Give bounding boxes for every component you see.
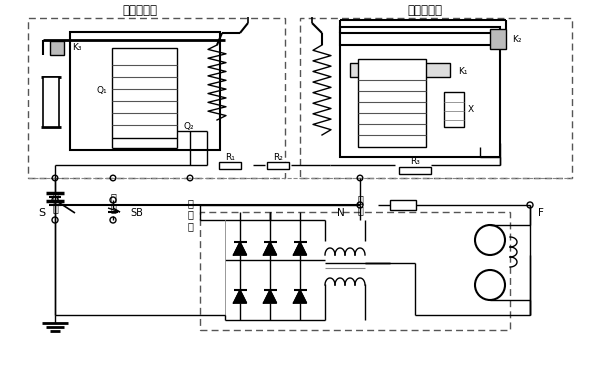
- Text: 電壓調節器: 電壓調節器: [407, 3, 443, 16]
- Bar: [358, 59, 426, 147]
- Text: S: S: [38, 208, 45, 218]
- Bar: [390, 200, 416, 210]
- Text: 磁
場: 磁 場: [357, 194, 363, 216]
- Text: N: N: [337, 208, 345, 218]
- Bar: [340, 33, 500, 45]
- Bar: [350, 63, 450, 77]
- Bar: [50, 41, 64, 55]
- Text: 電
池: 電 池: [52, 192, 58, 214]
- Bar: [70, 32, 220, 150]
- Bar: [300, 18, 572, 178]
- Text: Q₁: Q₁: [97, 86, 107, 94]
- Bar: [112, 48, 177, 138]
- Bar: [490, 29, 506, 49]
- Polygon shape: [293, 290, 307, 303]
- Polygon shape: [233, 290, 247, 303]
- Bar: [200, 212, 510, 330]
- Bar: [267, 162, 289, 168]
- Bar: [28, 18, 285, 178]
- Text: 磁場繼電器: 磁場繼電器: [122, 3, 157, 16]
- Text: R₂: R₂: [273, 153, 283, 162]
- Bar: [340, 27, 500, 157]
- Polygon shape: [293, 242, 307, 255]
- Text: 按
鈕: 按 鈕: [110, 192, 116, 214]
- Text: Q₂: Q₂: [183, 123, 194, 132]
- Text: K₂: K₂: [512, 36, 521, 45]
- Text: R₃: R₃: [410, 158, 420, 166]
- Bar: [219, 162, 241, 168]
- Polygon shape: [233, 242, 247, 255]
- Text: K₁: K₁: [458, 66, 467, 75]
- Text: X: X: [468, 105, 474, 114]
- Text: SB: SB: [130, 208, 143, 218]
- Text: R₁: R₁: [225, 153, 235, 162]
- Text: 中
性
點: 中 性 點: [187, 198, 193, 231]
- Text: F: F: [538, 208, 544, 218]
- Bar: [444, 92, 464, 127]
- Bar: [399, 166, 431, 174]
- Bar: [43, 77, 59, 127]
- Text: K₃: K₃: [72, 42, 82, 51]
- Polygon shape: [263, 242, 277, 255]
- Polygon shape: [263, 290, 277, 303]
